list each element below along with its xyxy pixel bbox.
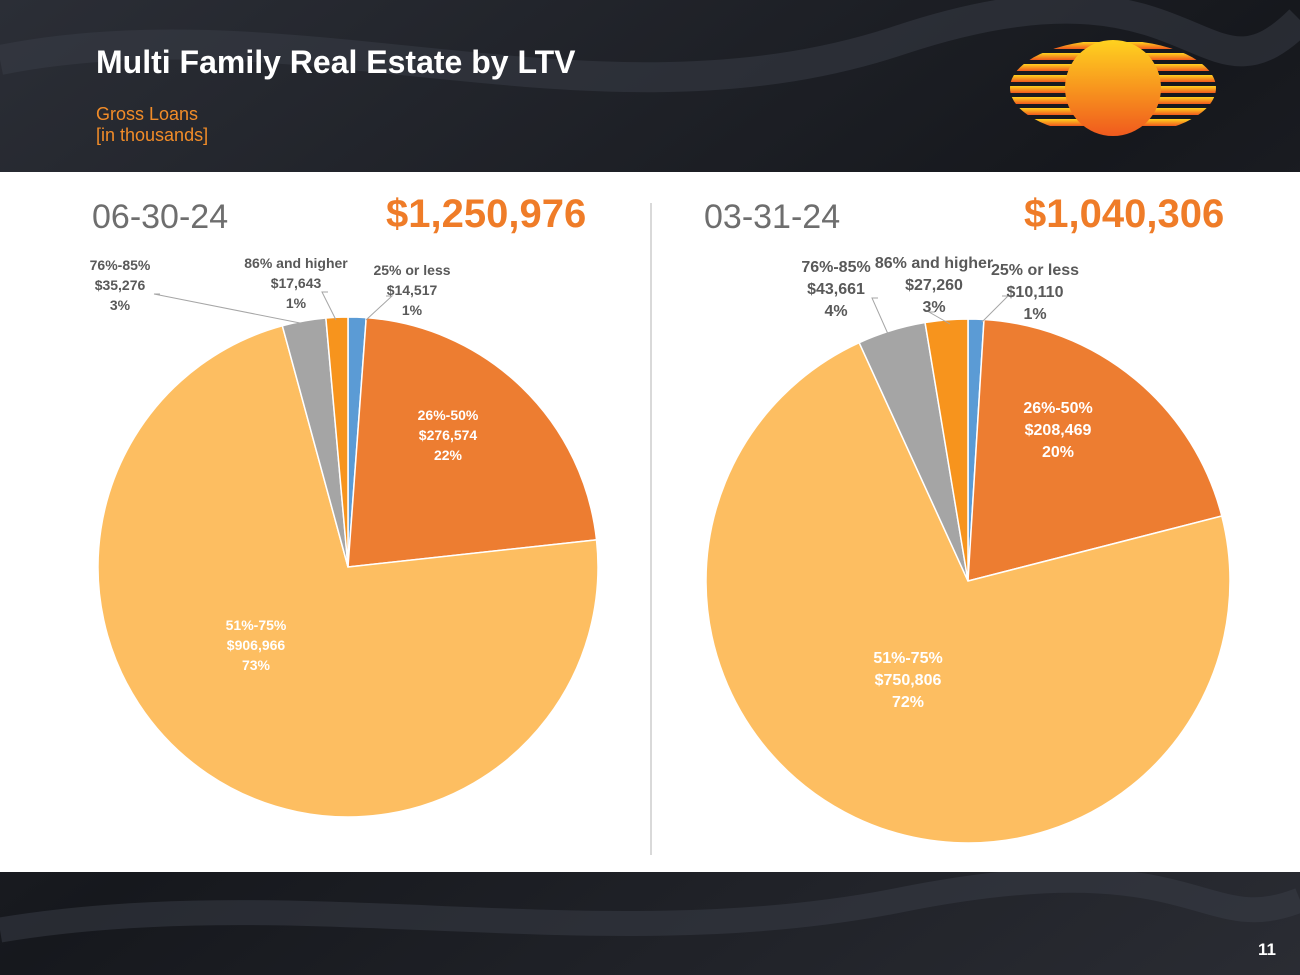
chart-1-leader-25-or-less	[365, 295, 394, 321]
subtitle-gross-loans: Gross Loans	[96, 104, 199, 124]
chart-2-label-25-or-less-category: 25% or less	[991, 262, 1079, 279]
chart-2-slice-86-and-higher	[924, 318, 969, 582]
chart-2-leader-25-or-less	[981, 295, 1010, 323]
chart-2-label-25-or-less-percent: 1%	[1023, 306, 1046, 323]
chart-1-label-26-50-value: $276,574	[419, 427, 478, 443]
chart-2-label-51-75-category: 51%-75%	[873, 650, 942, 667]
chart-2-date: 03-31-24	[704, 198, 841, 236]
chart-1-label-86-and-higher-value: $17,643	[271, 275, 322, 291]
chart-1-slice-86-and-higher	[325, 316, 349, 568]
chart-1-label-25-or-less-category: 25% or less	[373, 262, 450, 278]
chart-1-label-76-85-percent: 3%	[110, 297, 131, 313]
chart-1-leader-86-and-higher	[321, 291, 337, 321]
chart-1-label-51-75-value: $906,966	[227, 637, 286, 653]
chart-2-leader-86-and-higher	[927, 311, 951, 325]
chart-2-label-76-85-category: 76%-85%	[801, 259, 870, 276]
chart-1-label-25-or-less-value: $14,517	[387, 282, 438, 298]
chart-1-label-76-85-category: 76%-85%	[90, 257, 151, 273]
chart-2-label-51-75-value: $750,806	[875, 672, 942, 689]
chart-2-label-26-50-category: 26%-50%	[1023, 400, 1092, 417]
chart-1-label-26-50-category: 26%-50%	[418, 407, 479, 423]
page-title: Multi Family Real Estate by LTV	[96, 44, 576, 80]
chart-1-date: 06-30-24	[92, 198, 229, 236]
chart-2-label-26-50-value: $208,469	[1025, 422, 1092, 439]
subtitle-units: [in thousands]	[96, 125, 209, 145]
chart-2-label-26-50-percent: 20%	[1042, 444, 1074, 461]
chart-1-label-25-or-less-percent: 1%	[402, 302, 423, 318]
chart-1-label-86-and-higher-percent: 1%	[286, 295, 307, 311]
chart-1-label-26-50-percent: 22%	[434, 447, 463, 463]
chart-2-label-76-85-percent: 4%	[824, 303, 847, 320]
chart-1-label-76-85-value: $35,276	[95, 277, 146, 293]
chart-2-label-76-85-value: $43,661	[807, 281, 865, 298]
chart-1-leader-76-85	[153, 293, 301, 324]
page-number: 11	[1258, 940, 1276, 959]
chart-1-label-51-75-percent: 73%	[242, 657, 271, 673]
chart-2-slice-51-75	[705, 341, 1231, 844]
chart-1-label-51-75-category: 51%-75%	[226, 617, 287, 633]
chart-2-slice-26-50	[967, 318, 1223, 582]
chart-2-label-86-and-higher-value: $27,260	[905, 277, 963, 294]
chart-2-label-51-75-percent: 72%	[892, 694, 924, 711]
chart-2-label-86-and-higher-category: 86% and higher	[875, 255, 993, 272]
chart-1-total: $1,250,976	[386, 192, 587, 236]
chart-2-label-86-and-higher-percent: 3%	[922, 299, 945, 316]
chart-1-label-86-and-higher-category: 86% and higher	[244, 255, 348, 271]
chart-2-label-25-or-less-value: $10,110	[1007, 284, 1064, 301]
chart-1-slice-26-50	[347, 316, 598, 568]
chart-1-slice-51-75	[97, 324, 599, 818]
chart-2-leader-76-85	[871, 297, 889, 335]
chart-2-total: $1,040,306	[1024, 192, 1225, 236]
chart-divider	[650, 203, 652, 855]
company-logo	[1010, 40, 1216, 136]
